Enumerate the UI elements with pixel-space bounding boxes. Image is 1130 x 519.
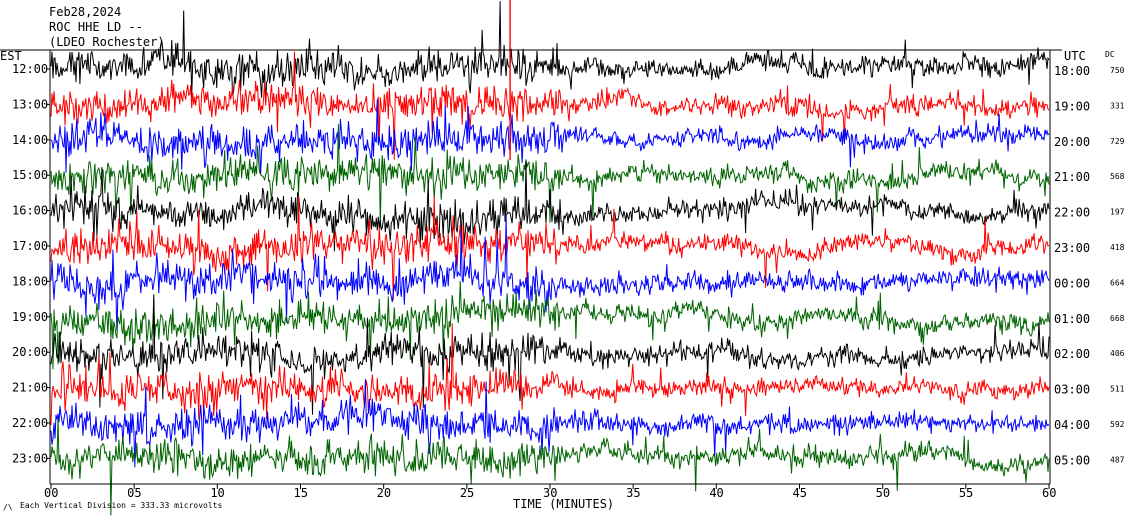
dc-offset-label: 668 [1110,314,1125,323]
dc-offset-label: 487 [1110,455,1125,464]
utc-tick-label: 02:00 [1054,347,1090,361]
x-tick-labels: 00 05 10 15 20 25 30 35 40 45 50 55 60 [44,484,1056,500]
location-label: (LDEO Rochester) [49,35,165,49]
dc-offset-label: 750 [1110,66,1125,75]
trace-hour-2100 [50,323,1050,426]
trace-hour-1200 [50,1,1050,103]
utc-tick-label: 21:00 [1054,170,1090,184]
est-tick-label: 19:00 [12,310,48,324]
est-tick-label: 18:00 [12,274,48,288]
est-tick-label: 16:00 [12,204,48,218]
est-tick-label: 20:00 [12,345,48,359]
dc-column-title: DC [1105,50,1115,59]
dc-offset-label: 197 [1110,208,1125,217]
dc-offset-label: 511 [1110,385,1125,394]
utc-tick-label: 00:00 [1054,276,1090,290]
est-axis-title: EST [0,49,22,63]
est-tick-label: 14:00 [12,133,48,147]
x-tick-label: 60 [1042,486,1056,500]
utc-tick-label: 05:00 [1054,453,1090,467]
utc-tick-label: 01:00 [1054,312,1090,326]
trace-hour-1500 [50,124,1050,228]
utc-tick-label: 04:00 [1054,418,1090,432]
trace-hour-1800 [50,214,1050,331]
dc-offset-label: 592 [1110,420,1125,429]
est-tick-label: 13:00 [12,97,48,111]
dc-offset-label: 406 [1110,349,1125,358]
dc-offset-labels: 750 331 729 568 197 418 664 668 406 511 592 487 [1110,66,1125,464]
trace-hour-2000 [50,294,1050,415]
trace-hour-2300 [50,417,1050,516]
x-tick-label: 35 [626,486,640,500]
x-tick-label: 55 [959,486,973,500]
dc-offset-label: 331 [1110,101,1125,110]
trace-hour-1400 [50,99,1050,175]
scale-mark: /\ [3,503,13,512]
utc-tick-labels: 18:00 19:00 20:00 21:00 22:00 23:00 00:00 01:00… [1054,64,1090,467]
station-label: ROC HHE LD -- [49,20,143,34]
trace-hour-1900 [50,280,1050,370]
utc-tick-label: 03:00 [1054,383,1090,397]
utc-tick-label: 18:00 [1054,64,1090,78]
x-tick-label: 00 [44,486,58,500]
dc-offset-label: 664 [1110,278,1125,287]
x-tick-label: 05 [127,486,141,500]
est-tick-label: 21:00 [12,381,48,395]
x-tick-label: 45 [793,486,807,500]
est-tick-label: 22:00 [12,416,48,430]
est-tick-label: 12:00 [12,62,48,76]
dc-offset-label: 729 [1110,137,1125,146]
utc-tick-label: 23:00 [1054,241,1090,255]
trace-hour-1600 [50,160,1050,252]
seismogram-traces [50,0,1050,516]
x-tick-label: 25 [460,486,474,500]
x-tick-label: 20 [377,486,391,500]
est-tick-label: 17:00 [12,239,48,253]
dc-offset-label: 418 [1110,243,1125,252]
x-tick-label: 10 [210,486,224,500]
date-label: Feb28,2024 [49,5,121,19]
scale-note: Each Vertical Division = 333.33 microvol… [20,501,222,510]
utc-axis-title: UTC [1064,49,1086,63]
utc-tick-label: 20:00 [1054,135,1090,149]
utc-tick-label: 19:00 [1054,99,1090,113]
trace-hour-2200 [50,379,1050,468]
trace-hour-1300 [50,51,1050,160]
x-axis-title: TIME (MINUTES) [513,497,614,511]
utc-tick-label: 22:00 [1054,206,1090,220]
est-tick-label: 15:00 [12,168,48,182]
x-tick-label: 15 [294,486,308,500]
est-tick-labels: 12:00 13:00 14:00 15:00 16:00 17:00 18:00 19:00… [12,62,50,465]
dc-offset-label: 568 [1110,172,1125,181]
x-tick-label: 30 [543,486,557,500]
est-tick-label: 23:00 [12,451,48,465]
x-tick-label: 50 [876,486,890,500]
trace-hour-1700 [50,196,1050,301]
x-tick-label: 40 [709,486,723,500]
